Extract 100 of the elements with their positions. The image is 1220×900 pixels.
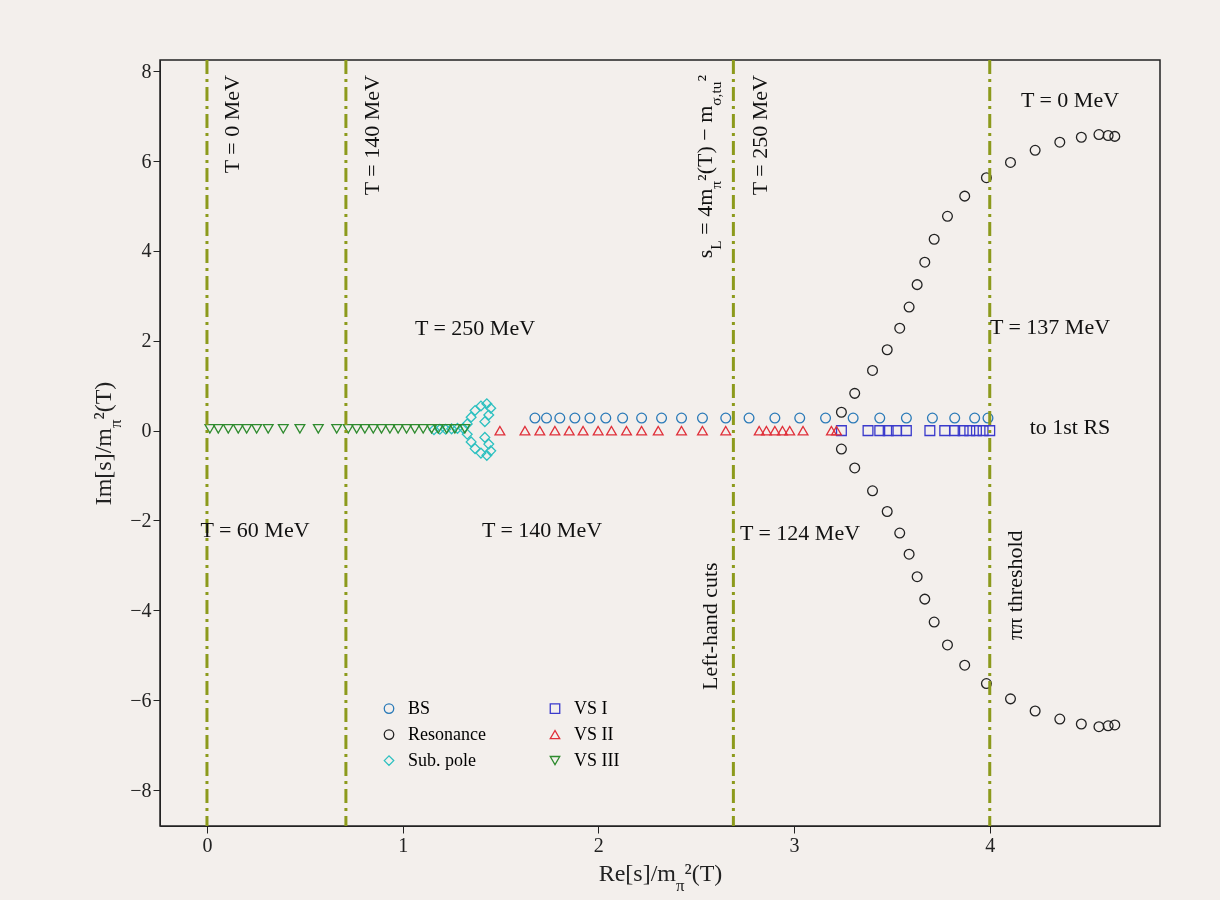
point [577, 425, 589, 436]
point [465, 411, 477, 423]
annotation: T = 0 MeV [219, 74, 244, 174]
point [977, 425, 989, 437]
annotation: T = 60 MeV [200, 517, 310, 542]
point [569, 412, 581, 424]
x-tick-label: 1 [398, 833, 409, 856]
point [1109, 130, 1121, 142]
point [483, 438, 495, 450]
point [621, 425, 633, 436]
point [939, 425, 951, 437]
point [367, 423, 379, 434]
point [376, 423, 388, 434]
point [479, 416, 491, 428]
point [481, 398, 493, 410]
point [849, 387, 861, 399]
point [980, 678, 992, 690]
point [1075, 718, 1087, 730]
point [481, 449, 493, 461]
point [534, 425, 546, 436]
point [903, 548, 915, 560]
point [941, 210, 953, 222]
point [401, 423, 413, 434]
legend-label: VS III [574, 749, 620, 770]
annotation: T = 124 MeV [739, 520, 861, 545]
point [1029, 144, 1041, 156]
point [241, 423, 253, 434]
legend-label: Sub. pole [408, 749, 477, 770]
point [970, 425, 982, 437]
point [1054, 713, 1066, 725]
point [1093, 129, 1105, 141]
annotation: T = 140 MeV [481, 517, 603, 542]
point [911, 571, 923, 583]
point [519, 425, 531, 436]
point [720, 425, 732, 436]
point [894, 322, 906, 334]
y-tick-label: 4 [141, 239, 152, 262]
point [600, 412, 612, 424]
point [911, 279, 923, 291]
point [1029, 705, 1041, 717]
point [696, 425, 708, 436]
point [825, 425, 837, 436]
point [835, 425, 847, 437]
point [392, 423, 404, 434]
point [849, 462, 861, 474]
point [874, 425, 886, 437]
y-tick-label: 8 [141, 59, 152, 82]
point [835, 443, 847, 455]
point [776, 425, 789, 436]
point [277, 423, 289, 434]
point [881, 506, 893, 518]
point [636, 412, 648, 424]
point [867, 364, 879, 376]
point [262, 423, 274, 434]
point [1004, 693, 1017, 705]
point [475, 447, 487, 459]
x-tick-label: 3 [789, 833, 800, 856]
point [847, 412, 859, 424]
point [957, 425, 969, 437]
point [941, 639, 953, 651]
y-tick-label: 0 [141, 419, 152, 442]
x-axis-title: Re[s]/m$_{π}$²(T) [598, 859, 723, 894]
point [919, 256, 931, 268]
point [312, 423, 324, 434]
point [894, 527, 906, 539]
point [549, 425, 561, 436]
point [984, 425, 996, 437]
point [949, 412, 961, 424]
point [769, 412, 781, 424]
point [351, 423, 363, 434]
point [928, 233, 940, 245]
point [769, 425, 781, 436]
annotation: T = 140 MeV [359, 74, 384, 196]
point [204, 423, 216, 434]
y-tick-label: 2 [141, 329, 152, 352]
point [563, 425, 575, 436]
point [900, 412, 912, 424]
annotation: Left-hand cuts [697, 562, 722, 690]
point [949, 425, 961, 437]
point [636, 425, 648, 436]
point [417, 423, 429, 434]
point [1102, 129, 1114, 141]
x-tick-label: 2 [593, 833, 604, 856]
point [475, 400, 487, 412]
point [652, 425, 664, 436]
point [605, 425, 617, 436]
point [212, 423, 224, 434]
point [461, 418, 473, 430]
point [903, 301, 915, 313]
annotation: to 1st RS [1029, 414, 1111, 439]
point [1102, 720, 1114, 732]
point [540, 412, 553, 424]
legend-label: BS [408, 697, 431, 718]
point [760, 425, 772, 436]
point [881, 344, 893, 356]
point [1075, 131, 1087, 143]
annotation: T = 137 MeV [989, 314, 1111, 339]
point [743, 412, 755, 424]
point [882, 425, 894, 437]
point [794, 412, 806, 424]
